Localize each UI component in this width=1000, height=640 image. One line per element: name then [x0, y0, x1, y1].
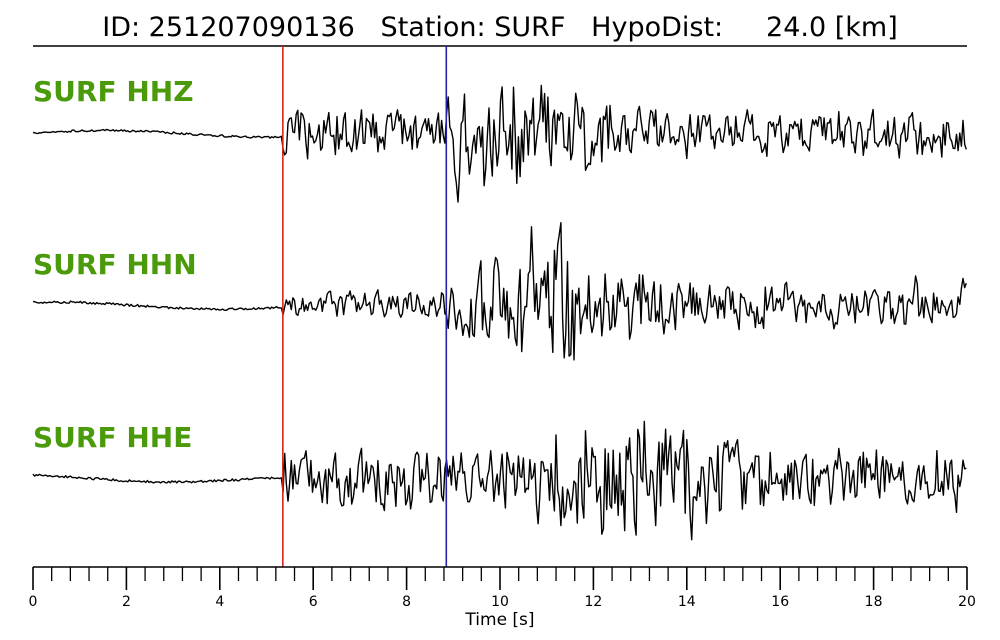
x-tick-label: 14 — [678, 594, 696, 610]
waveform-trace — [32, 420, 967, 541]
x-tick-label: 10 — [491, 594, 509, 610]
time-axis: 0 2 4 6 8 10 12 14 16 18 20 — [29, 566, 976, 610]
x-tick-label: 8 — [402, 594, 411, 610]
x-axis-label: Time [s] — [464, 610, 534, 630]
trace-panel: SURF HHE — [32, 420, 967, 541]
trace-panel: SURF HHZ — [32, 75, 967, 203]
x-tick-label: 0 — [29, 594, 38, 610]
channel-label: SURF HHZ — [33, 75, 194, 108]
trace-panel: SURF HHN — [32, 222, 967, 361]
waveform-trace — [32, 84, 967, 203]
phase-picks — [282, 46, 448, 567]
x-tick-label: 2 — [122, 594, 131, 610]
x-tick-label: 20 — [958, 594, 976, 610]
trace-panels: SURF HHZ SURF HHN SURF HHE — [32, 75, 967, 541]
x-tick-label: 18 — [865, 594, 883, 610]
waveform-trace — [32, 222, 967, 361]
x-tick-label: 6 — [309, 594, 318, 610]
x-tick-label: 4 — [215, 594, 224, 610]
channel-label: SURF HHN — [33, 248, 197, 281]
channel-label: SURF HHE — [33, 421, 192, 454]
chart-title: ID: 251207090136 Station: SURF HypoDist:… — [102, 12, 898, 43]
x-tick-label: 12 — [584, 594, 602, 610]
x-tick-label: 16 — [771, 594, 789, 610]
